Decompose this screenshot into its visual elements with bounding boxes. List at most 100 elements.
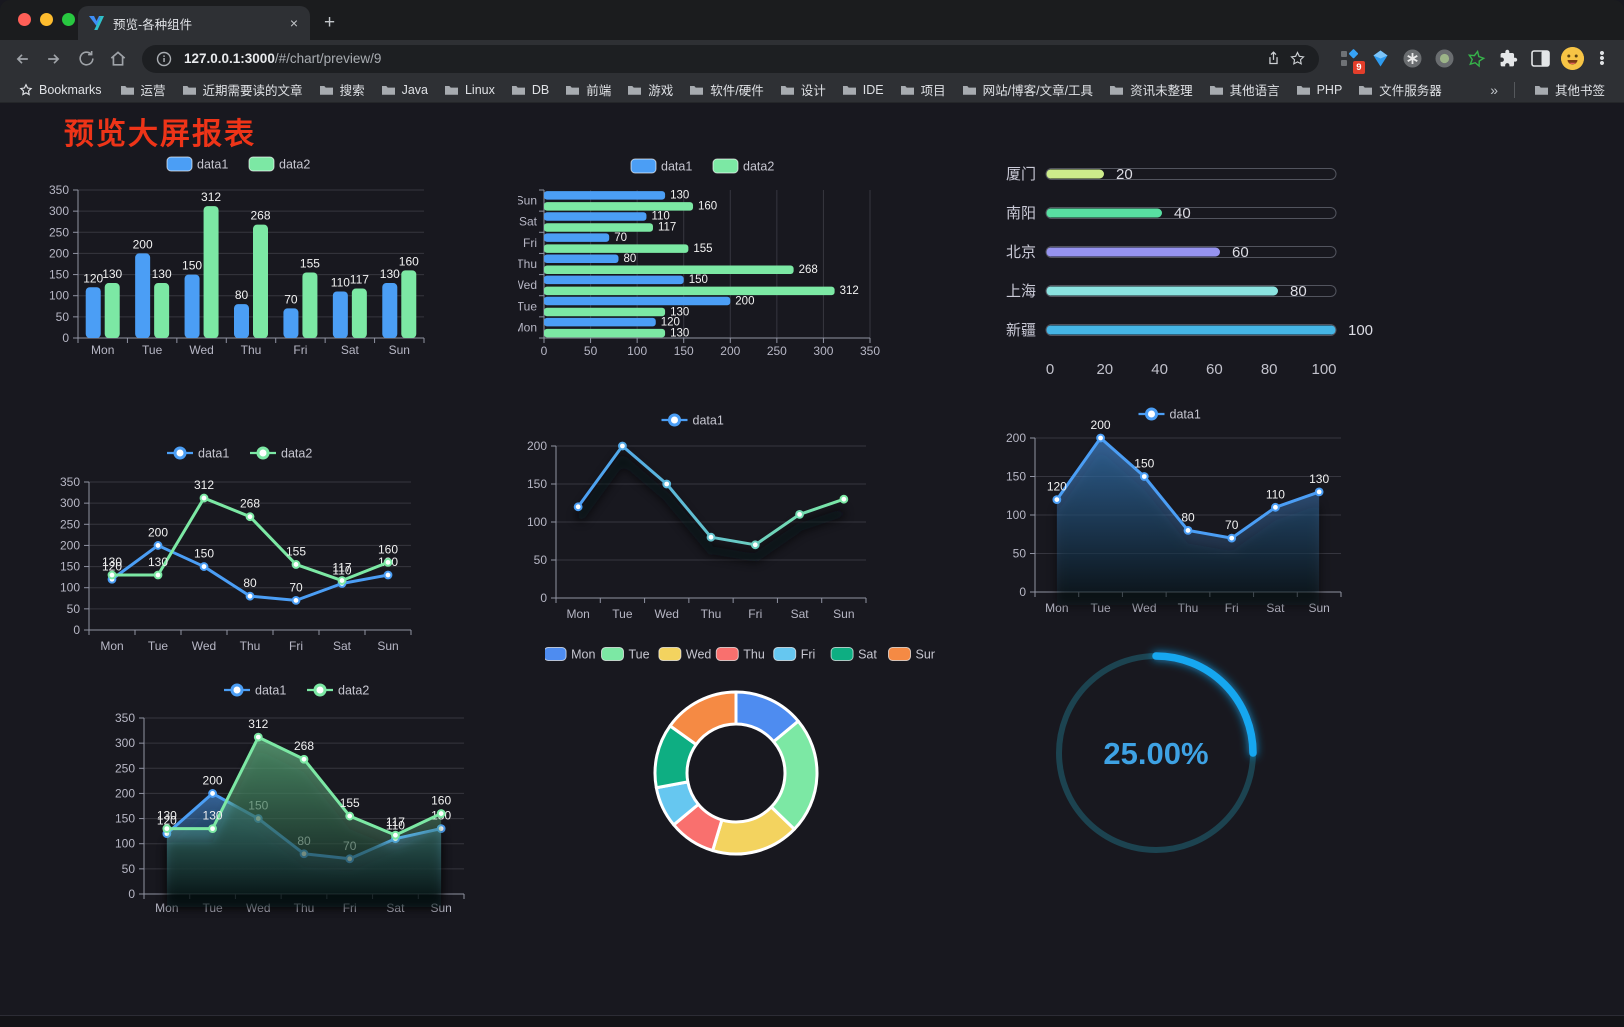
bookmark-star-icon[interactable] (1285, 47, 1309, 71)
bookmark-folder[interactable]: 资讯未整理 (1102, 78, 1200, 101)
data-point[interactable] (1271, 502, 1280, 512)
side-panel-icon[interactable] (1529, 48, 1551, 70)
data-point[interactable] (337, 576, 347, 585)
bar[interactable] (544, 296, 731, 306)
pie-slice-Sun[interactable] (668, 690, 738, 746)
legend-item[interactable]: data1 (1138, 407, 1201, 421)
data-point[interactable] (245, 591, 255, 601)
data-point[interactable] (1139, 472, 1149, 481)
bookmark-folder[interactable]: 网站/博客/文章/工具 (955, 78, 1100, 101)
legend-item[interactable]: Thu (715, 647, 765, 661)
progress-fill[interactable] (1046, 247, 1220, 257)
bookmark-folder[interactable]: 其他语言 (1202, 78, 1287, 101)
legend-item[interactable]: Fri (773, 647, 816, 661)
data-point[interactable] (839, 494, 849, 504)
bar[interactable] (544, 212, 647, 221)
bar[interactable] (544, 244, 689, 253)
bookmark-folder[interactable]: Java (374, 81, 435, 99)
data-point[interactable] (291, 560, 301, 569)
bookmark-folder[interactable]: 项目 (893, 78, 953, 101)
data-point[interactable] (1096, 433, 1105, 443)
bar[interactable] (203, 206, 219, 338)
bookmark-folder[interactable]: 搜索 (312, 78, 372, 101)
bar[interactable] (544, 307, 666, 317)
bookmark-folder[interactable]: 软件/硬件 (682, 78, 770, 101)
share-icon[interactable] (1261, 47, 1285, 71)
url-text[interactable]: 127.0.0.1:3000/#/chart/preview/9 (184, 51, 1261, 66)
data-point[interactable] (199, 562, 209, 571)
progress-fill[interactable] (1046, 325, 1336, 335)
minimize-window-button[interactable] (40, 13, 53, 26)
data-point[interactable] (383, 557, 393, 567)
bar[interactable] (85, 287, 101, 338)
bookmark-folder[interactable]: Linux (437, 81, 502, 99)
bar[interactable] (104, 283, 120, 338)
data-point[interactable] (208, 824, 217, 834)
data-point[interactable] (1052, 495, 1062, 504)
bookmarks-manager[interactable]: Bookmarks (12, 81, 109, 99)
progress-fill[interactable] (1046, 286, 1278, 296)
back-button[interactable] (8, 45, 36, 73)
data-point[interactable] (199, 493, 209, 503)
bar[interactable] (544, 265, 794, 275)
bar[interactable] (154, 283, 170, 338)
data-point[interactable] (107, 570, 117, 580)
bar[interactable] (544, 233, 610, 242)
forward-button[interactable] (40, 45, 68, 73)
legend-item[interactable]: data2 (712, 158, 774, 174)
data-point[interactable] (795, 510, 804, 519)
bar[interactable] (544, 202, 694, 211)
bar[interactable] (544, 191, 666, 200)
data-point[interactable] (291, 596, 301, 605)
extension-star-icon[interactable] (1465, 48, 1487, 70)
extensions-puzzle-icon[interactable] (1497, 48, 1519, 70)
data-point[interactable] (253, 732, 263, 742)
browser-tab[interactable]: 预览-各种组件 × (78, 6, 310, 40)
bar[interactable] (184, 274, 200, 338)
bookmark-folder[interactable]: 运营 (113, 78, 173, 101)
bar[interactable] (544, 317, 656, 327)
bar[interactable] (234, 304, 249, 338)
data-point[interactable] (618, 441, 627, 451)
address-bar[interactable]: 127.0.0.1:3000/#/chart/preview/9 (142, 44, 1319, 73)
bar[interactable] (253, 224, 268, 338)
profile-avatar[interactable] (1561, 47, 1584, 70)
fullscreen-window-button[interactable] (62, 13, 75, 26)
data-point[interactable] (436, 809, 446, 818)
other-bookmarks[interactable]: 其他书签 (1527, 78, 1612, 101)
data-point[interactable] (750, 540, 760, 550)
extension-gem-icon[interactable] (1369, 48, 1391, 70)
extension-grid-icon[interactable]: 9 (1337, 48, 1365, 74)
legend-item[interactable]: Tue (601, 647, 650, 661)
site-info-icon[interactable] (152, 47, 176, 71)
data-point[interactable] (383, 570, 393, 580)
bookmark-folder[interactable]: DB (504, 81, 556, 99)
progress-fill[interactable] (1046, 169, 1104, 179)
data-point[interactable] (345, 811, 355, 821)
legend-item[interactable]: Mon (543, 647, 595, 661)
bookmark-folder[interactable]: 文件服务器 (1351, 78, 1449, 101)
data-point[interactable] (299, 754, 309, 764)
bookmark-folder[interactable]: 游戏 (620, 78, 680, 101)
progress-fill[interactable] (1046, 208, 1162, 218)
legend-item[interactable]: data2 (307, 683, 369, 697)
legend-item[interactable]: data2 (248, 156, 310, 172)
data-point[interactable] (391, 830, 400, 840)
tab-close-icon[interactable]: × (289, 15, 298, 31)
bar[interactable] (283, 308, 299, 338)
bar[interactable] (302, 272, 318, 338)
data-point[interactable] (706, 532, 716, 542)
legend-item[interactable]: data1 (630, 158, 692, 174)
legend-item[interactable]: data2 (250, 446, 312, 460)
data-point[interactable] (573, 502, 583, 512)
data-point[interactable] (245, 512, 255, 522)
bar[interactable] (544, 223, 653, 232)
data-point[interactable] (1314, 487, 1324, 497)
bookmark-folder[interactable]: 设计 (773, 78, 833, 101)
bar[interactable] (401, 270, 417, 338)
legend-item[interactable]: Sat (830, 647, 877, 661)
data-point[interactable] (1227, 533, 1237, 543)
legend-item[interactable]: data1 (661, 413, 724, 427)
bar[interactable] (332, 291, 348, 338)
bar[interactable] (544, 254, 619, 264)
